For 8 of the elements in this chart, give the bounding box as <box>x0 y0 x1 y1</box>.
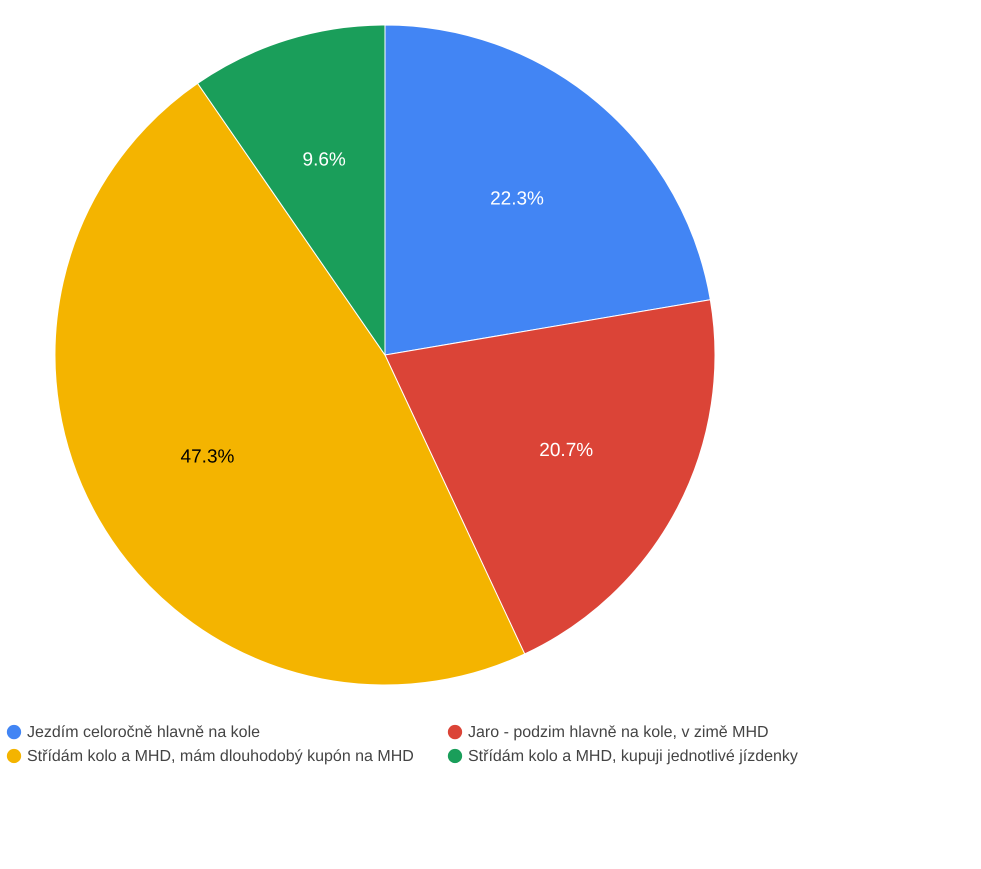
data-label: 47.3% <box>180 446 235 468</box>
data-label: 22.3% <box>490 188 544 210</box>
data-label: 9.6% <box>302 150 346 171</box>
data-label: 20.7% <box>539 440 594 461</box>
legend-label: Jaro - podzim hlavně na kole, v zimě MHD <box>468 724 769 742</box>
legend-label: Střídám kolo a MHD, mám dlouhodobý kupón na MHD <box>27 748 414 765</box>
legend-label: Střídám kolo a MHD, kupuji jednotlivé jízdenky <box>468 748 798 765</box>
legend-label: Jezdím celoročně hlavně na kole <box>27 724 260 742</box>
